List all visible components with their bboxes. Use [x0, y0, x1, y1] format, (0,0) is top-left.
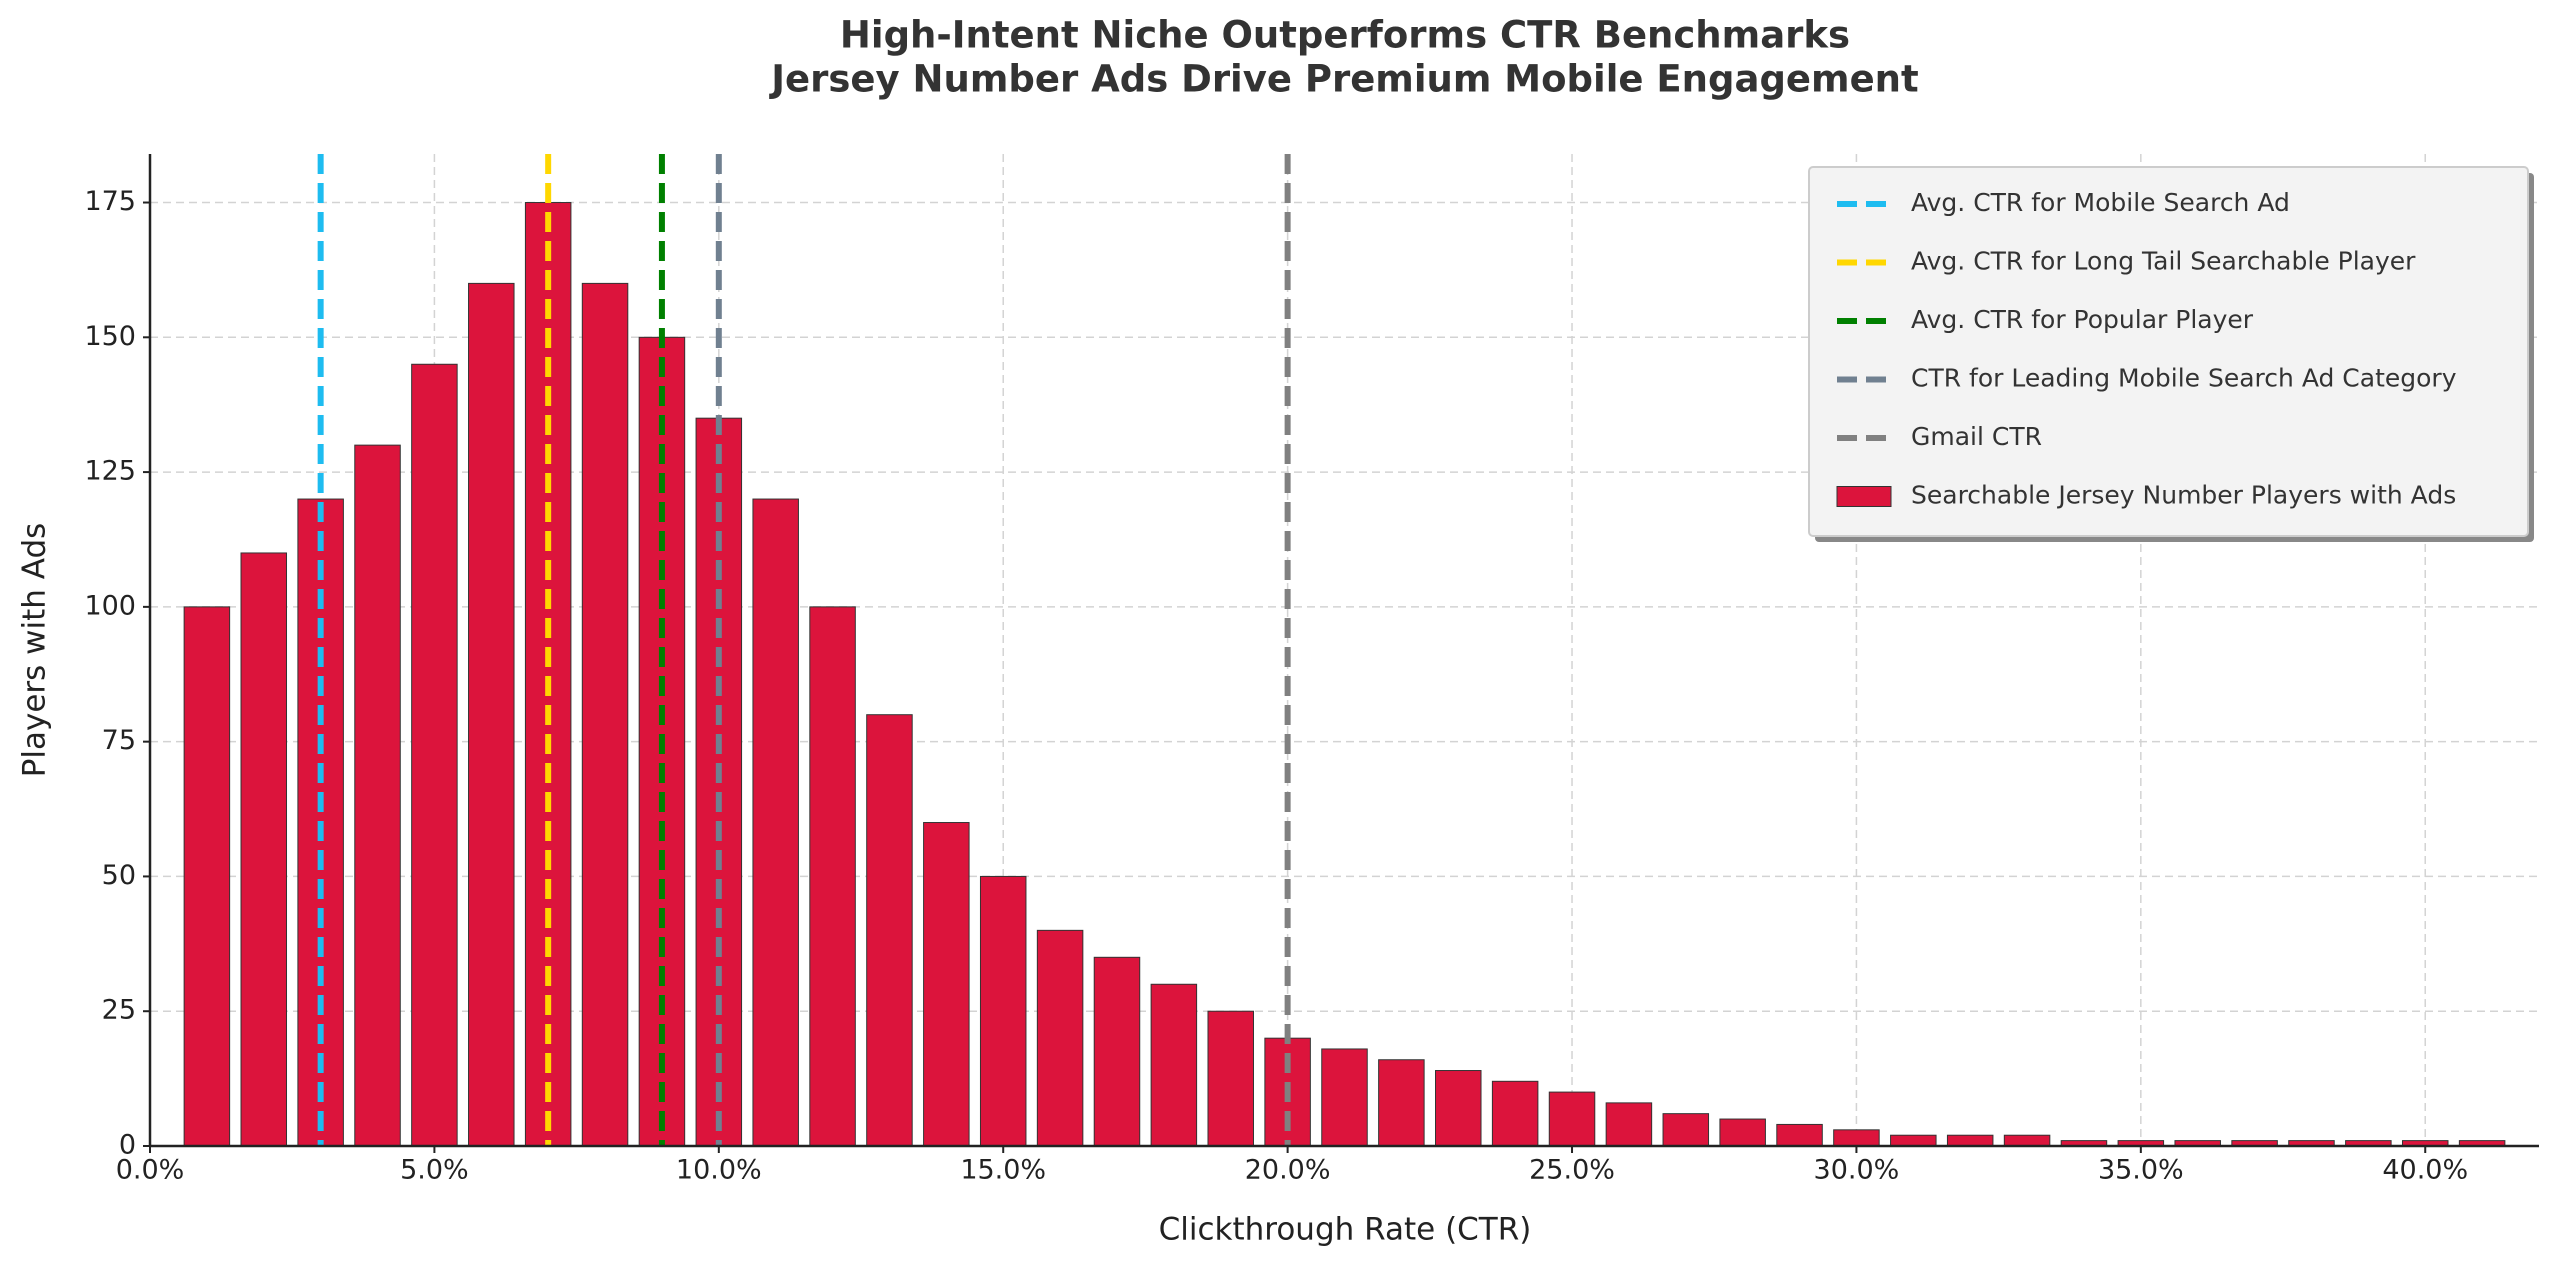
bar — [581, 282, 629, 1147]
y-tick-label: 125 — [84, 456, 136, 487]
legend-box — [1808, 166, 2529, 537]
y-tick-label: 100 — [84, 590, 136, 621]
y-tick-label: 75 — [102, 725, 136, 756]
bar — [240, 552, 288, 1147]
y-tick-label: 0 — [119, 1130, 136, 1161]
bar — [1150, 983, 1198, 1147]
legend-label: Avg. CTR for Mobile Search Ad — [1911, 188, 2290, 217]
x-tick-label: 0.0% — [116, 1155, 185, 1186]
bar — [183, 606, 231, 1147]
bar — [354, 444, 401, 1147]
bar — [866, 714, 913, 1147]
bar — [1435, 1070, 1482, 1147]
bar — [1833, 1129, 1880, 1147]
bar — [1093, 956, 1141, 1147]
legend-label: Avg. CTR for Long Tail Searchable Player — [1911, 247, 2416, 276]
legend-label: CTR for Leading Mobile Search Ad Categor… — [1911, 364, 2457, 393]
bar — [1491, 1080, 1539, 1147]
bar — [923, 822, 970, 1147]
bar — [1548, 1091, 1596, 1147]
y-tick-label: 150 — [84, 321, 136, 352]
x-tick-label: 10.0% — [676, 1155, 762, 1186]
bar — [1776, 1123, 1823, 1147]
x-axis-label: Clickthrough Rate (CTR) — [1159, 1212, 1532, 1248]
legend-label: Gmail CTR — [1911, 422, 2042, 451]
bar — [468, 282, 515, 1147]
y-axis-label: Players with Ads — [17, 523, 53, 778]
bar — [411, 363, 458, 1147]
x-tick-label: 35.0% — [2098, 1155, 2184, 1186]
x-tick-label: 40.0% — [2382, 1155, 2468, 1186]
legend-swatch — [1836, 486, 1892, 507]
bar — [1946, 1134, 1994, 1147]
bar — [1321, 1048, 1368, 1147]
bar — [1207, 1010, 1254, 1147]
bar — [1036, 929, 1084, 1147]
legend-label: Avg. CTR for Popular Player — [1911, 305, 2254, 334]
legend: Avg. CTR for Mobile Search Ad Avg. CTR fo… — [1808, 166, 2534, 542]
x-tick-label: 15.0% — [960, 1155, 1046, 1186]
bar — [1605, 1102, 1653, 1147]
x-tick-label: 30.0% — [1814, 1155, 1900, 1186]
y-tick-label: 175 — [84, 186, 136, 217]
bar — [752, 498, 799, 1147]
x-tick-label: 5.0% — [400, 1155, 469, 1186]
legend-label: Searchable Jersey Number Players with Ad… — [1911, 481, 2456, 510]
chart-subtitle: Jersey Number Ads Drive Premium Mobile E… — [768, 58, 1918, 101]
bar — [1890, 1134, 1937, 1147]
bar — [1719, 1118, 1766, 1147]
bar — [1662, 1113, 1710, 1147]
bar — [809, 606, 856, 1147]
bar — [2003, 1134, 2051, 1147]
x-tick-label: 25.0% — [1529, 1155, 1615, 1186]
x-tick-label: 20.0% — [1245, 1155, 1331, 1186]
bar — [979, 875, 1027, 1147]
bar — [1378, 1059, 1425, 1147]
y-tick-label: 25 — [102, 995, 136, 1026]
y-tick-label: 50 — [102, 860, 136, 891]
chart-title: High-Intent Niche Outperforms CTR Benchm… — [840, 14, 1850, 57]
